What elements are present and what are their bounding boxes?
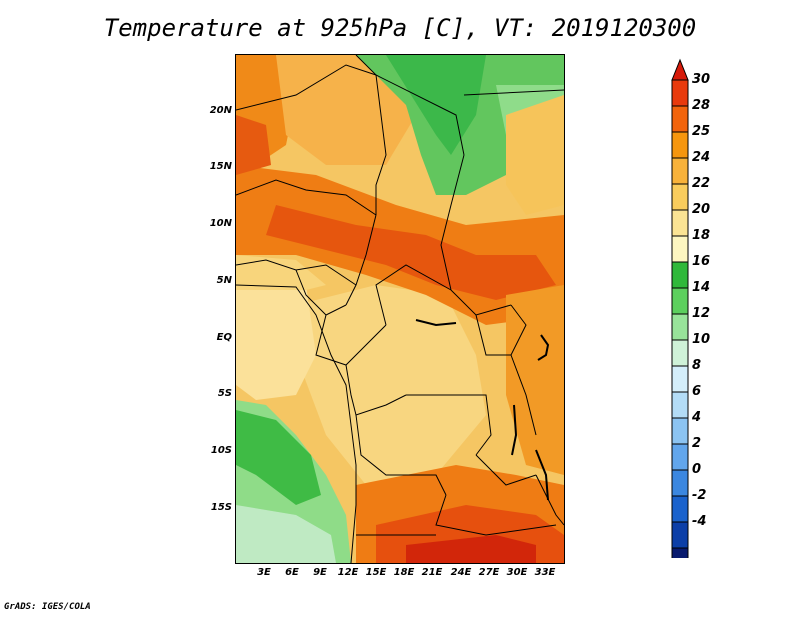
colorbar-segment bbox=[671, 183, 689, 211]
lon-label: 24E bbox=[450, 567, 472, 578]
country-borders bbox=[236, 55, 564, 536]
central-basin-band bbox=[296, 285, 486, 485]
colorbar-label: -4 bbox=[692, 514, 707, 529]
colorbar-segment bbox=[671, 443, 689, 471]
colorbar-segment bbox=[671, 469, 689, 497]
credit-text: GrADS: IGES/COLA bbox=[4, 602, 91, 612]
colorbar-segment bbox=[671, 79, 689, 107]
colorbar-label: 18 bbox=[692, 228, 711, 243]
lat-label: EQ bbox=[216, 332, 232, 343]
colorbar-label: 12 bbox=[692, 306, 711, 321]
lon-label: 30E bbox=[506, 567, 528, 578]
colorbar-label: 14 bbox=[692, 280, 711, 295]
west-coastline bbox=[236, 284, 357, 563]
colorbar-segment bbox=[671, 235, 689, 263]
colorbar-segment bbox=[671, 391, 689, 419]
colorbar-label: 6 bbox=[692, 384, 702, 399]
west-coast-band bbox=[236, 285, 316, 400]
colorbar-label: 0 bbox=[692, 462, 702, 477]
lon-label: 21E bbox=[421, 567, 443, 578]
colorbar-segment bbox=[671, 521, 689, 549]
colorbar-segment bbox=[671, 105, 689, 133]
colorbar-segment bbox=[671, 131, 689, 159]
colorbar-label: 20 bbox=[692, 202, 711, 217]
colorbar-segment bbox=[671, 209, 689, 237]
east-africa-warm bbox=[506, 285, 564, 475]
lon-label: 15E bbox=[365, 567, 387, 578]
colorbar-segment bbox=[671, 547, 689, 558]
lakes bbox=[415, 319, 550, 501]
temperature-field bbox=[236, 55, 564, 563]
northwest-hot bbox=[236, 115, 271, 175]
lat-label: 10S bbox=[210, 445, 232, 456]
colorbar-label: -2 bbox=[692, 488, 707, 503]
colorbar-segment bbox=[671, 261, 689, 289]
colorbar-label: 8 bbox=[692, 358, 702, 373]
lat-label: 5N bbox=[216, 275, 232, 286]
colorbar-label: 22 bbox=[692, 176, 711, 191]
colorbar-label: 4 bbox=[692, 410, 702, 425]
colorbar-label: 10 bbox=[692, 332, 711, 347]
colorbar-segment bbox=[671, 157, 689, 185]
north-central-band bbox=[276, 55, 416, 165]
lon-label: 18E bbox=[393, 567, 415, 578]
colorbar-segment bbox=[671, 287, 689, 315]
lon-label: 12E bbox=[337, 567, 359, 578]
gulf-band bbox=[236, 255, 326, 290]
map-title: Temperature at 925hPa [C], VT: 201912030… bbox=[103, 14, 697, 42]
colorbar-label: 28 bbox=[692, 98, 711, 113]
colorbar-segment bbox=[671, 495, 689, 523]
colorbar-top-arrow bbox=[671, 58, 689, 81]
colorbar-segment bbox=[671, 417, 689, 445]
lon-label: 33E bbox=[534, 567, 556, 578]
atlantic-cool-core bbox=[236, 410, 321, 505]
lat-label: 5S bbox=[217, 388, 232, 399]
lat-label: 10N bbox=[209, 218, 232, 229]
colorbar-segment bbox=[671, 365, 689, 393]
lat-label: 20N bbox=[209, 105, 232, 116]
colorbar bbox=[671, 58, 689, 558]
lat-label: 15N bbox=[209, 161, 232, 172]
temperature-map bbox=[235, 54, 565, 564]
ethiopia-band bbox=[506, 95, 564, 215]
lon-label: 9E bbox=[313, 567, 327, 578]
lon-label: 3E bbox=[257, 567, 271, 578]
colorbar-label: 24 bbox=[692, 150, 711, 165]
colorbar-segment bbox=[671, 339, 689, 367]
colorbar-label: 16 bbox=[692, 254, 711, 269]
colorbar-label: 2 bbox=[692, 436, 702, 451]
sahel-hot-core bbox=[266, 205, 556, 300]
lon-label: 27E bbox=[478, 567, 500, 578]
lon-label: 6E bbox=[285, 567, 299, 578]
atlantic-cold bbox=[236, 505, 336, 563]
colorbar-label: 30 bbox=[692, 72, 711, 87]
south-hot-core bbox=[406, 535, 536, 563]
colorbar-label: 25 bbox=[692, 124, 711, 139]
colorbar-segment bbox=[671, 313, 689, 341]
lat-label: 15S bbox=[210, 502, 232, 513]
